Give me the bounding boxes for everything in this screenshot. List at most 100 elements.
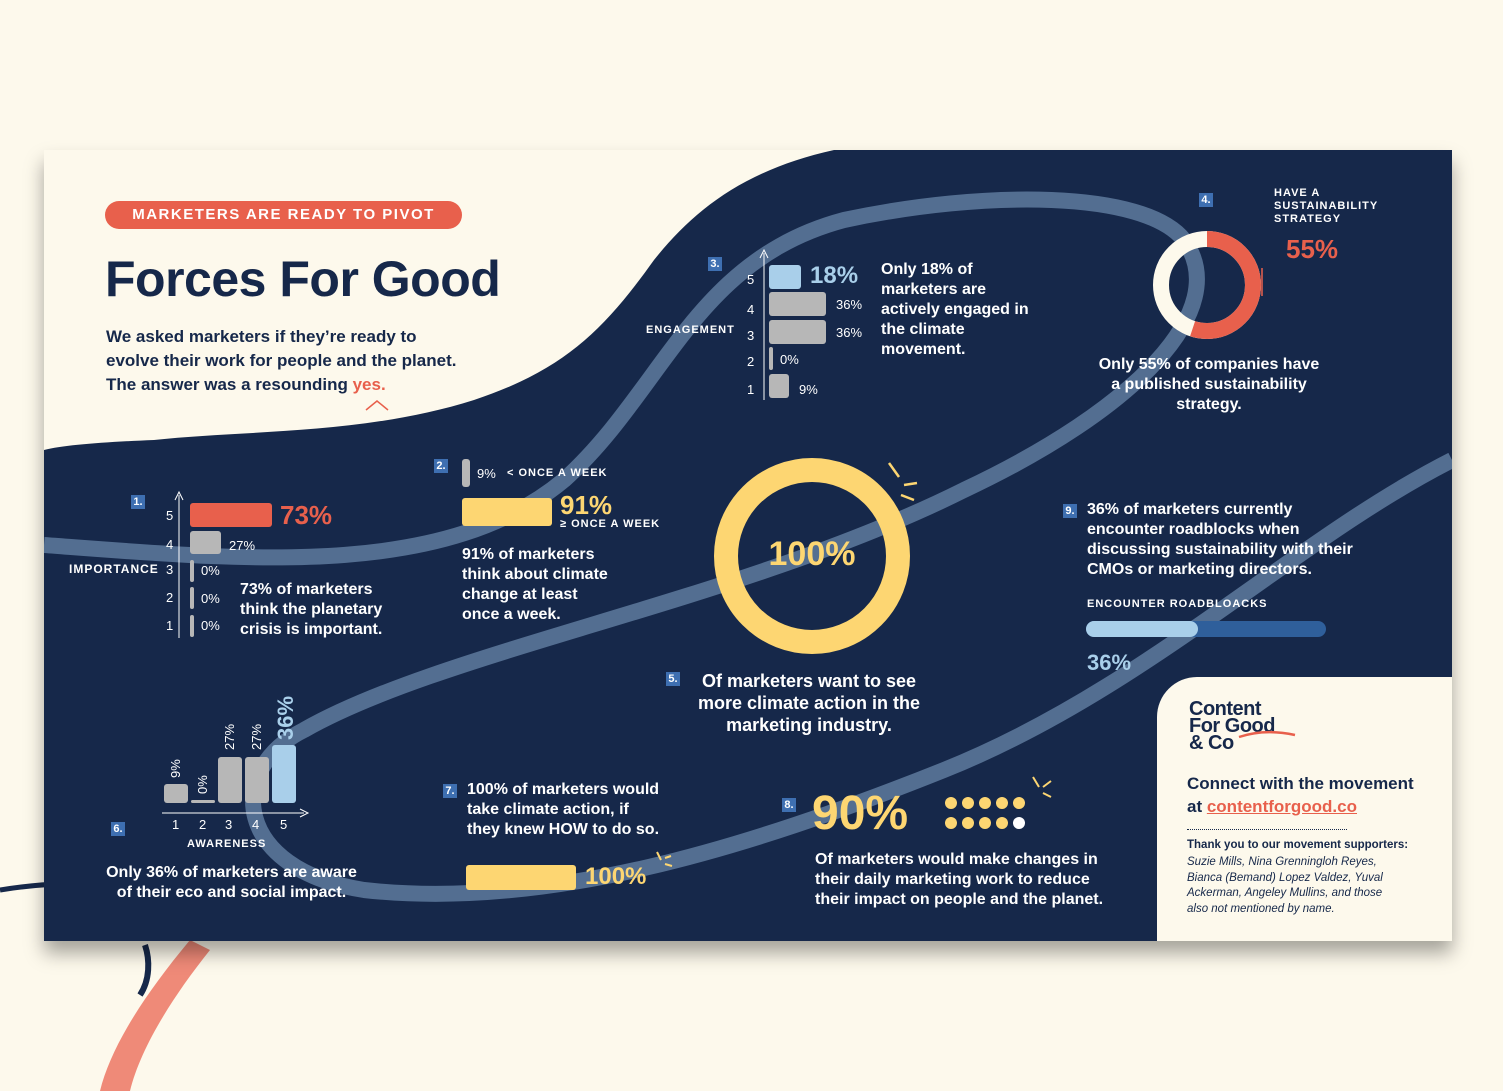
thanks-heading: Thank you to our movement supporters: bbox=[1187, 839, 1409, 851]
stat4-label-line: HAVE A bbox=[1274, 187, 1321, 199]
stat1-axis-label: IMPORTANCE bbox=[69, 562, 159, 576]
stat3-bar-5 bbox=[769, 265, 801, 289]
logo-line: Content bbox=[1189, 698, 1262, 720]
stat1-text: 73% of marketers think the planetary cri… bbox=[240, 580, 382, 640]
logo-underline bbox=[1238, 731, 1296, 739]
stat1-text-line: think the planetary bbox=[240, 601, 383, 618]
stat1-highlight: 73% bbox=[280, 500, 333, 530]
stat3-bar-3 bbox=[769, 320, 826, 344]
intro-line-1: We asked marketers if they’re ready to bbox=[106, 327, 417, 346]
stat3-axis-label: ENGAGEMENT bbox=[646, 324, 735, 336]
stat5-pct: 100% bbox=[768, 535, 856, 573]
stat3-text-line: the climate bbox=[881, 321, 965, 338]
stat9-bar-fill bbox=[1086, 621, 1198, 637]
globe-icons bbox=[945, 797, 1025, 829]
stat3-text-line: marketers are bbox=[881, 281, 986, 298]
stat6-bar-4 bbox=[245, 757, 269, 803]
stat1-tick-4: 4 bbox=[166, 537, 174, 552]
stat1-tick-5: 5 bbox=[166, 508, 174, 523]
stat9-text-line: CMOs or marketing directors. bbox=[1087, 561, 1312, 578]
stat8-number: 8. bbox=[782, 798, 796, 812]
stat6-label-2: 0% bbox=[195, 775, 210, 794]
sparkle-icon bbox=[656, 851, 673, 867]
stat1-text-line: crisis is important. bbox=[240, 621, 383, 638]
stat5-number: 5. bbox=[666, 672, 680, 686]
stat3-tick-2: 2 bbox=[747, 354, 755, 369]
stat1-axis bbox=[174, 490, 184, 638]
stat7-text-line: they knew HOW to do so. bbox=[467, 821, 660, 838]
stat4-donut bbox=[1153, 231, 1263, 339]
supporters-line: also not mentioned by name. bbox=[1187, 902, 1335, 915]
stat6-tick-4: 4 bbox=[252, 817, 260, 832]
stat1-tick-1: 1 bbox=[166, 618, 174, 633]
supporters-line: Bianca (Bemand) Lopez Valdez, Yuval bbox=[1187, 871, 1383, 884]
stat1-label-3: 0% bbox=[201, 563, 220, 578]
stat7-bar bbox=[466, 865, 576, 890]
stat3-label-4: 36% bbox=[836, 297, 863, 312]
stat6-axis bbox=[162, 808, 310, 818]
stat6-label-3: 27% bbox=[222, 723, 237, 750]
stat3-tick-5: 5 bbox=[747, 272, 755, 287]
stat3-text-line: Only 18% of bbox=[881, 261, 973, 278]
stat6-text-line: of their eco and social impact. bbox=[116, 884, 347, 901]
stat4-label-line: STRATEGY bbox=[1274, 213, 1342, 225]
stat6-tick-5: 5 bbox=[280, 817, 288, 832]
intro-line-2: evolve their work for people and the pla… bbox=[106, 351, 457, 370]
stat6-text: Only 36% of marketers are aware of their… bbox=[94, 863, 369, 903]
intro-yes: yes. bbox=[352, 375, 386, 394]
stat9-pct: 36% bbox=[1087, 650, 1132, 675]
promo-panel: Content For Good & Co Connect with the m… bbox=[1157, 677, 1452, 941]
stat1-text-line: 73% of marketers bbox=[240, 581, 373, 598]
sparkle-icon bbox=[1032, 776, 1052, 798]
stat3-bar-2 bbox=[769, 347, 773, 370]
stat3-text-line: movement. bbox=[881, 341, 966, 358]
intro-line-3: The answer was a resounding bbox=[106, 375, 353, 394]
stat3-axis bbox=[759, 248, 769, 400]
supporters-line: Suzie Mills, Nina Grenningloh Reyes, bbox=[1187, 856, 1377, 868]
stat2-bar-small bbox=[462, 459, 470, 487]
stat6-label-4: 27% bbox=[249, 723, 264, 750]
stat1-tick-2: 2 bbox=[166, 590, 174, 605]
stat6-text-line: Only 36% of marketers are aware bbox=[106, 864, 357, 881]
stat6-bar-1 bbox=[164, 784, 188, 803]
stat6-bar-5 bbox=[272, 745, 296, 803]
stat7-pct: 100% bbox=[585, 863, 647, 890]
stat1-bar-3 bbox=[190, 560, 194, 582]
stat1-label-4: 27% bbox=[229, 538, 256, 553]
stat9-text: 36% of marketers currently encounter roa… bbox=[1087, 500, 1353, 580]
supporters-line: Ackerman, Angeley Mullins, and those bbox=[1187, 887, 1383, 899]
stat2-text: 91% of marketers think about climate cha… bbox=[462, 545, 608, 625]
divider bbox=[1187, 829, 1347, 830]
stat6-axis-label: AWARENESS bbox=[187, 838, 267, 850]
stat4-label-line: SUSTAINABILITY bbox=[1274, 200, 1379, 212]
stat5-text: Of marketers want to see more climate ac… bbox=[684, 670, 934, 736]
logo-line: & Co bbox=[1189, 732, 1234, 754]
stat3-text-line: actively engaged in bbox=[881, 301, 1029, 318]
stat3-bar-1 bbox=[769, 374, 789, 398]
stat8-text-line: Of marketers would make changes in bbox=[815, 851, 1098, 868]
stat6-tick-1: 1 bbox=[172, 817, 180, 832]
stat9-text-line: 36% of marketers currently bbox=[1087, 501, 1293, 518]
caret-up-icon bbox=[365, 400, 389, 411]
stat4-text: Only 55% of companies have a published s… bbox=[1084, 355, 1334, 415]
stat7-text-line: 100% of marketers would bbox=[467, 781, 660, 798]
connect-at: at bbox=[1187, 797, 1207, 816]
stat4-donut-arc bbox=[1153, 231, 1261, 339]
website-link[interactable]: contentforgood.co bbox=[1206, 797, 1357, 816]
section-tag: MARKETERS ARE READY TO PIVOT bbox=[105, 201, 462, 229]
stat5-text-line: more climate action in the bbox=[697, 693, 921, 713]
stat6-tick-2: 2 bbox=[199, 817, 207, 832]
stat8-icon-grid bbox=[944, 795, 1034, 836]
stat3-tick-4: 4 bbox=[747, 302, 755, 317]
stat8-text-line: their daily marketing work to reduce bbox=[815, 871, 1090, 888]
stat3-label-2: 0% bbox=[780, 352, 799, 367]
stat3-tick-3: 3 bbox=[747, 328, 755, 343]
stat7-text-line: take climate action, if bbox=[467, 801, 629, 818]
stat8-text-line: their impact on people and the planet. bbox=[815, 891, 1104, 908]
stat3-label-3: 36% bbox=[836, 325, 863, 340]
stat6-bar-2 bbox=[191, 800, 215, 803]
intro-text: We asked marketers if they’re ready to e… bbox=[106, 325, 526, 397]
stat4-label: HAVE A SUSTAINABILITY STRATEGY bbox=[1274, 187, 1378, 226]
stat1-label-2: 0% bbox=[201, 591, 220, 606]
stat5-text-line: Of marketers want to see bbox=[701, 671, 917, 691]
